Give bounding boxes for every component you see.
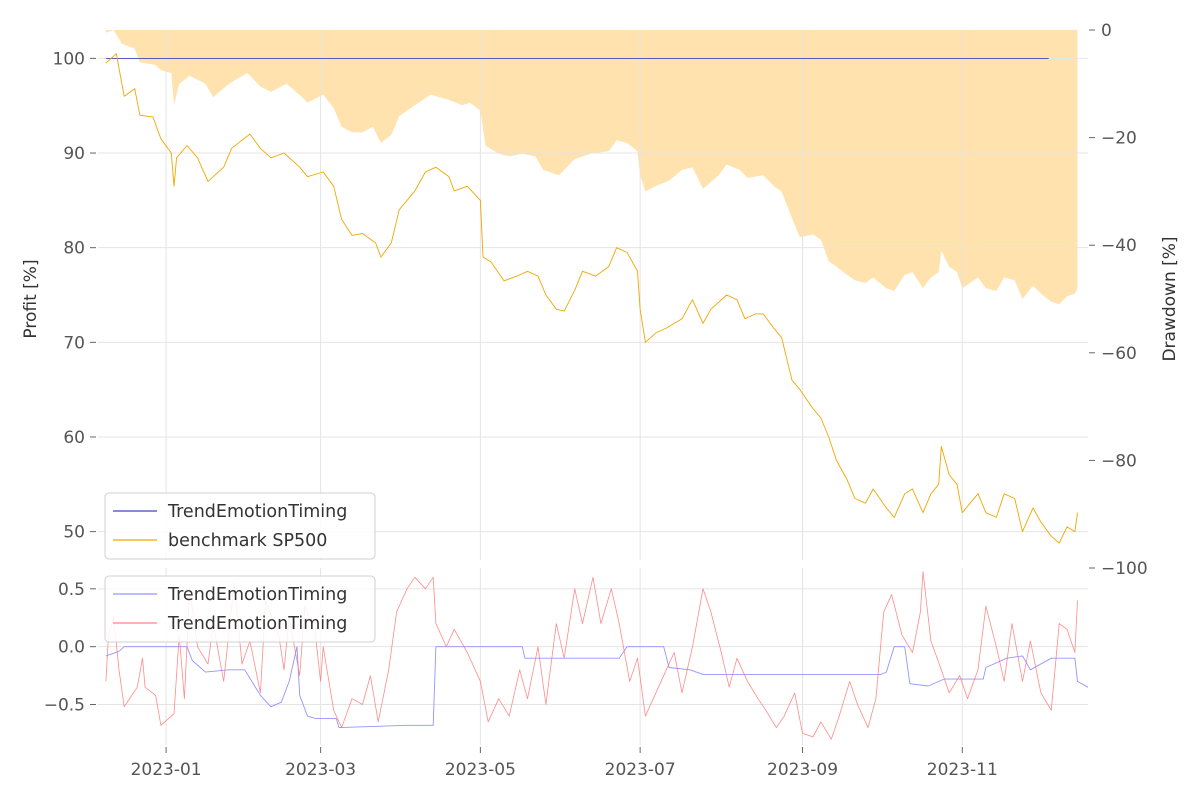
x-tick-label: 2023-03 [285,760,356,780]
legend-layer: TrendEmotionTiming benchmark SP500 TrendEm… [104,492,376,643]
drawdown-area-layer [105,30,1078,305]
tick-label-layer: 100 90 80 70 60 50 0 −20 −40 −60 −80 −100 0.5 0.0 −0.5… [44,21,1148,780]
signal-series-layer [105,571,1089,740]
profit-tick-label: 80 [63,239,85,259]
profit-tick-label: 60 [63,428,85,448]
profit-tick-label: 70 [63,333,85,353]
profit-legend-label: benchmark SP500 [168,531,327,551]
drawdown-tick-label: −40 [1101,236,1137,256]
profit-legend-label: TrendEmotionTiming [167,502,347,522]
profit-tick-label: 50 [63,523,85,543]
x-tick-label: 2023-05 [445,760,516,780]
signal-line-red [105,571,1078,740]
drawdown-axis-label: Drawdown [%] [1160,236,1180,361]
profit-tick-label: 100 [53,49,85,69]
drawdown-tick-label: −80 [1101,451,1137,471]
x-tick-label: 2023-01 [131,760,202,780]
x-tick-label: 2023-07 [605,760,676,780]
benchmark-profit-line [105,53,1078,544]
profit-legend-box [104,492,376,560]
profit-tick-label: 90 [63,144,85,164]
drawdown-tick-label: −20 [1101,129,1137,149]
signal-tick-label: 0.5 [58,580,85,600]
profit-axis-label: Profit [%] [21,259,41,338]
signal-tick-label: 0.0 [58,638,85,658]
signal-legend-label: TrendEmotionTiming [167,614,347,634]
drawdown-tick-label: −100 [1101,559,1148,579]
signal-legend-box [104,575,376,643]
x-tick-label: 2023-11 [927,760,998,780]
signal-legend-label: TrendEmotionTiming [167,585,347,605]
signal-tick-label: −0.5 [44,696,85,716]
drawdown-area [105,30,1078,305]
drawdown-tick-label: 0 [1101,21,1112,41]
drawdown-tick-label: −60 [1101,344,1137,364]
x-tick-label: 2023-09 [767,760,838,780]
profit-series-layer [105,53,1078,544]
signal-line-blue [105,646,1089,729]
